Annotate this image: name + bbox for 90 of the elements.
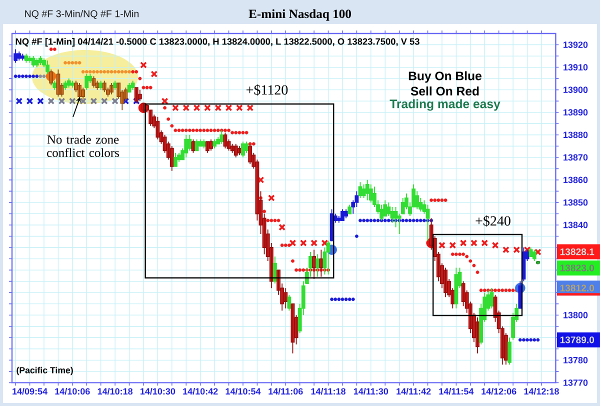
- candlestick: [138, 89, 142, 102]
- candlestick: [284, 288, 288, 309]
- candlestick: [38, 56, 42, 66]
- annotation: 13828.1: [560, 248, 594, 256]
- y-tick-label: 13910: [564, 64, 588, 70]
- y-tick-label: 13850: [564, 199, 588, 206]
- candlestick: [340, 208, 344, 221]
- candlestick: [174, 152, 178, 167]
- candlestick: [17, 51, 22, 61]
- candlestick: [248, 146, 252, 165]
- candlestick: [63, 80, 68, 90]
- annotation: Trading made easy: [390, 99, 500, 111]
- candlestick: [56, 69, 60, 98]
- annotation: +$240: [476, 215, 510, 227]
- candlestick: [230, 143, 234, 154]
- candlestick: [84, 74, 89, 90]
- x-tick-label: 14/10:18: [98, 388, 133, 395]
- candlestick: [532, 249, 536, 262]
- y-tick-label: 13870: [564, 154, 588, 161]
- candlestick: [237, 146, 242, 156]
- y-tick-label: 13780: [564, 356, 588, 364]
- y-tick-label: 13770: [564, 380, 588, 386]
- y-tick-label: 13880: [564, 132, 588, 138]
- candlestick: [234, 143, 238, 158]
- candlestick: [102, 80, 106, 93]
- candlestick: [31, 56, 36, 68]
- candlestick: [209, 138, 213, 152]
- chart-title: E-mini Nasdaq 100: [248, 9, 351, 21]
- candlestick: [98, 80, 103, 90]
- x-tick-label: 14/09:54: [12, 388, 48, 395]
- candlestick: [52, 80, 57, 90]
- annotation: Sell On Red: [410, 86, 479, 96]
- annotation: No trade zone conflict colors: [47, 134, 120, 158]
- candlestick: [184, 134, 188, 158]
- candlestick: [194, 138, 199, 152]
- candlestick: [212, 138, 217, 149]
- y-tick-label: 13840: [564, 222, 588, 228]
- candlestick: [156, 116, 160, 140]
- candlestick: [34, 58, 39, 68]
- candlestick: [95, 80, 100, 90]
- x-tick-label: 14/11:54: [439, 388, 474, 395]
- x-tick-label: 14/11:06: [268, 388, 303, 395]
- candlestick: [113, 80, 118, 90]
- candlestick: [14, 48, 18, 64]
- candlestick: [110, 82, 114, 95]
- candlestick: [362, 184, 366, 198]
- candlestick: [390, 206, 394, 224]
- candlestick: [380, 204, 384, 221]
- candlestick: [70, 80, 74, 88]
- candlestick: [368, 184, 373, 203]
- candlestick: [66, 78, 71, 88]
- candlestick: [46, 60, 50, 75]
- x-tick-label: 14/10:54: [226, 388, 261, 395]
- x-tick-label: 14/10:06: [55, 388, 90, 395]
- y-tick-label: 13860: [564, 176, 588, 184]
- candlestick: [130, 80, 135, 90]
- candlestick: [244, 141, 248, 154]
- x-tick-label: 14/11:42: [396, 388, 431, 395]
- x-tick-label: 14/10:30: [140, 388, 176, 395]
- candlestick: [170, 146, 174, 172]
- y-tick-label: 13890: [564, 109, 588, 116]
- x-tick-label: 14/10:42: [183, 388, 218, 395]
- text: NQ #F 3-Min/NQ #F 1-Min: [25, 10, 139, 19]
- x-tick-label: 14/12:06: [482, 388, 516, 395]
- candlestick: [49, 69, 54, 86]
- annotation: Buy On Blue: [408, 71, 482, 83]
- candlestick: [287, 294, 292, 312]
- candlestick: [20, 53, 25, 61]
- x-tick-label: 14/12:18: [524, 388, 559, 395]
- candlestick: [220, 130, 224, 144]
- candlestick: [344, 208, 348, 219]
- candlestick: [365, 179, 370, 201]
- x-tick-label: 14/11:30: [354, 388, 388, 395]
- annotation: 13812.0: [560, 284, 594, 292]
- y-tick-label: 13800: [564, 312, 588, 318]
- candlestick: [202, 138, 206, 149]
- chart-subtitle: NQ #F [1-Min] 04/14/21 -0.5000 C 13823.0000, H 13824.0000, L 13822.5000, O 13823.7500, V 53: [16, 38, 420, 47]
- candlestick: [454, 267, 458, 309]
- candlestick: [383, 200, 388, 216]
- candlestick: [134, 87, 138, 104]
- annotation: 13789.0: [560, 336, 594, 344]
- candlestick: [348, 204, 352, 214]
- candlestick: [536, 260, 540, 265]
- annotation: (Pacific Time): [16, 366, 73, 376]
- y-tick-label: 13900: [564, 86, 588, 94]
- candlestick: [426, 204, 430, 242]
- annotation: +$1120: [246, 84, 288, 96]
- text: 13823.0: [560, 264, 594, 272]
- y-tick-label: 13920: [564, 42, 588, 48]
- x-tick-label: 14/11:18: [311, 388, 346, 395]
